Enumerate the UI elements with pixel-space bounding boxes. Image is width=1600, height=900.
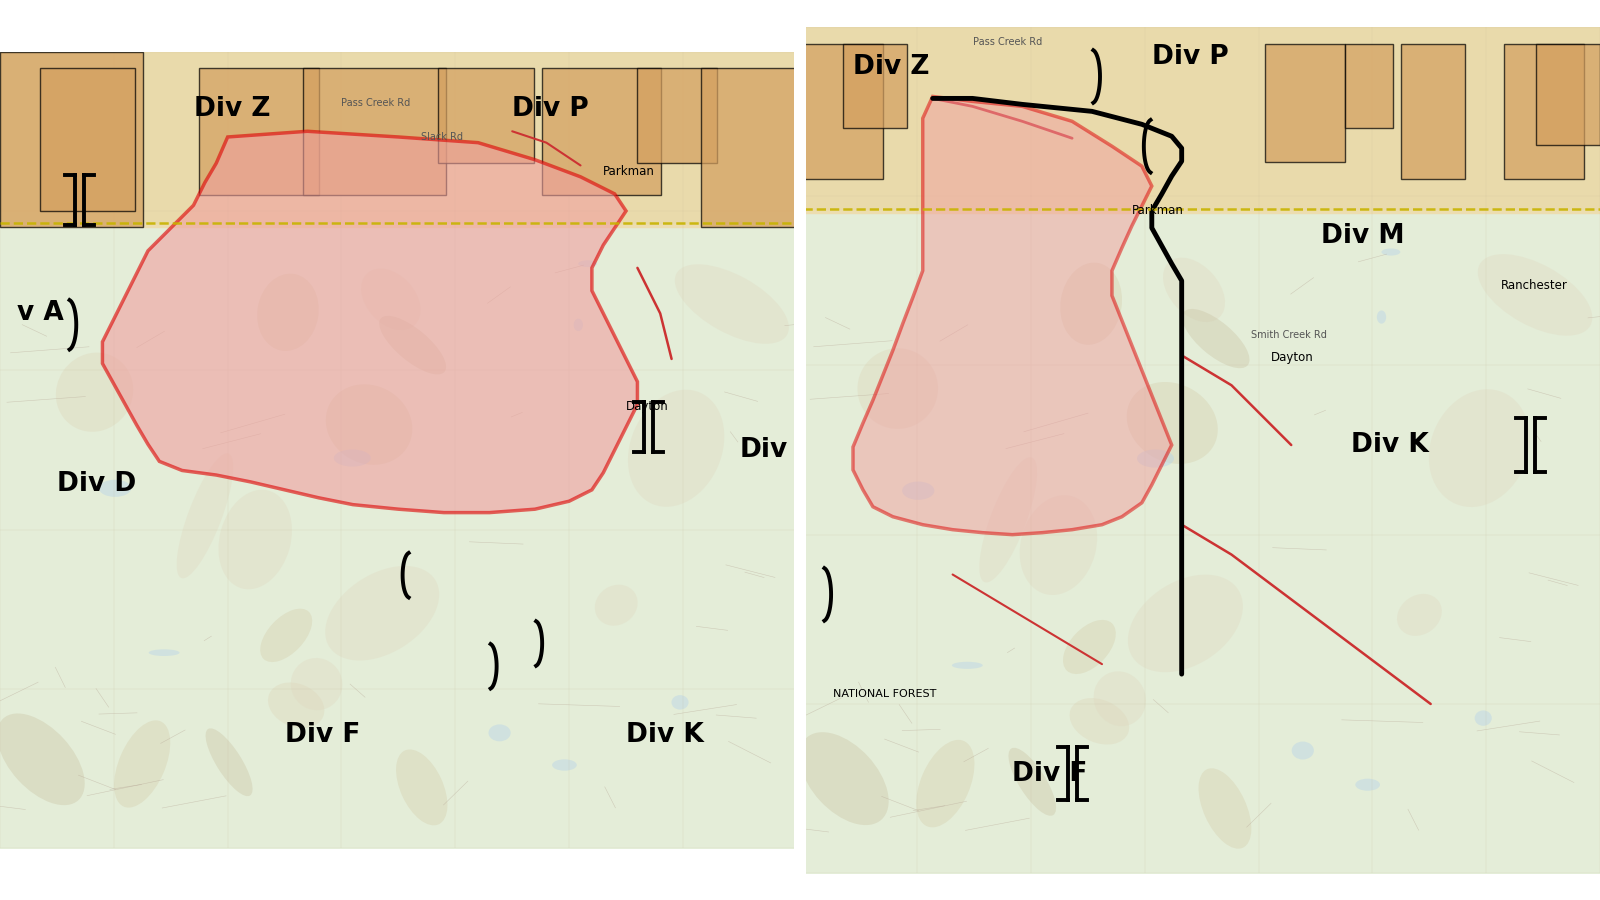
Ellipse shape [176, 453, 234, 579]
Ellipse shape [1008, 748, 1056, 815]
FancyBboxPatch shape [637, 68, 717, 163]
FancyBboxPatch shape [0, 51, 144, 227]
Polygon shape [853, 96, 1171, 535]
Ellipse shape [362, 268, 421, 330]
Text: Div Z: Div Z [853, 53, 930, 79]
Text: Dayton: Dayton [1272, 351, 1314, 364]
Ellipse shape [595, 585, 638, 625]
Text: Div M: Div M [1322, 223, 1405, 249]
Text: Slack Rd: Slack Rd [421, 132, 462, 142]
Text: Dayton: Dayton [626, 400, 669, 413]
Text: Ranchester: Ranchester [1501, 279, 1568, 292]
FancyBboxPatch shape [542, 68, 661, 195]
Ellipse shape [902, 482, 934, 500]
Ellipse shape [1378, 310, 1386, 324]
Ellipse shape [1128, 574, 1243, 672]
Ellipse shape [1182, 309, 1250, 368]
Ellipse shape [1138, 449, 1174, 468]
Ellipse shape [1069, 698, 1130, 744]
Ellipse shape [267, 682, 325, 728]
Ellipse shape [1381, 248, 1400, 256]
FancyBboxPatch shape [1504, 43, 1584, 179]
Text: Div K: Div K [1350, 432, 1429, 458]
Ellipse shape [1355, 778, 1381, 791]
Ellipse shape [1126, 382, 1218, 464]
Ellipse shape [1397, 594, 1442, 636]
Ellipse shape [99, 480, 131, 497]
Ellipse shape [1019, 495, 1098, 595]
Ellipse shape [858, 348, 938, 429]
Ellipse shape [334, 449, 371, 466]
FancyBboxPatch shape [40, 68, 136, 211]
Ellipse shape [1093, 671, 1146, 726]
Text: Div Z: Div Z [194, 95, 270, 122]
Ellipse shape [917, 740, 974, 827]
FancyBboxPatch shape [302, 68, 446, 195]
Ellipse shape [258, 274, 318, 351]
Ellipse shape [149, 649, 179, 656]
Ellipse shape [219, 490, 291, 590]
Text: Parkman: Parkman [603, 165, 654, 177]
Text: Smith Creek Rd: Smith Creek Rd [1251, 330, 1328, 340]
Ellipse shape [488, 724, 510, 742]
Ellipse shape [379, 316, 446, 374]
Ellipse shape [0, 714, 85, 806]
Ellipse shape [979, 457, 1037, 582]
Text: Div F: Div F [285, 722, 360, 748]
Ellipse shape [291, 658, 342, 710]
Text: Div P: Div P [512, 95, 589, 122]
Ellipse shape [578, 260, 597, 267]
Ellipse shape [1061, 263, 1122, 345]
Ellipse shape [56, 353, 133, 432]
Ellipse shape [326, 384, 413, 464]
Ellipse shape [261, 608, 312, 662]
Text: Div F: Div F [1013, 760, 1088, 787]
FancyBboxPatch shape [1402, 43, 1464, 179]
Ellipse shape [574, 319, 582, 331]
Ellipse shape [675, 265, 789, 344]
FancyBboxPatch shape [438, 68, 534, 163]
Text: Div P: Div P [1152, 43, 1229, 69]
Ellipse shape [1198, 769, 1251, 849]
Text: Div: Div [739, 437, 789, 463]
Text: Parkman: Parkman [1131, 204, 1184, 218]
Ellipse shape [1062, 620, 1115, 674]
Ellipse shape [1475, 710, 1491, 725]
Text: Div K: Div K [626, 722, 704, 748]
FancyBboxPatch shape [843, 43, 907, 129]
Ellipse shape [1291, 742, 1314, 760]
Text: NATIONAL FOREST: NATIONAL FOREST [834, 689, 936, 699]
Ellipse shape [1163, 257, 1226, 322]
FancyBboxPatch shape [1266, 43, 1346, 162]
FancyBboxPatch shape [198, 68, 318, 195]
Ellipse shape [952, 662, 982, 669]
Ellipse shape [114, 720, 170, 807]
FancyBboxPatch shape [1346, 43, 1394, 129]
Text: Pass Creek Rd: Pass Creek Rd [341, 98, 411, 108]
Ellipse shape [1429, 389, 1530, 507]
Ellipse shape [800, 733, 888, 825]
Polygon shape [102, 131, 637, 513]
Ellipse shape [205, 728, 253, 796]
Ellipse shape [1478, 254, 1592, 336]
FancyBboxPatch shape [803, 43, 883, 179]
Ellipse shape [552, 760, 578, 770]
Text: Pass Creek Rd: Pass Creek Rd [973, 37, 1042, 47]
FancyBboxPatch shape [701, 68, 797, 227]
Text: Div D: Div D [58, 471, 136, 497]
Ellipse shape [672, 695, 688, 709]
Text: v A: v A [18, 301, 64, 327]
Ellipse shape [397, 750, 448, 825]
Ellipse shape [325, 566, 440, 661]
FancyBboxPatch shape [1536, 43, 1600, 145]
Ellipse shape [627, 390, 725, 507]
